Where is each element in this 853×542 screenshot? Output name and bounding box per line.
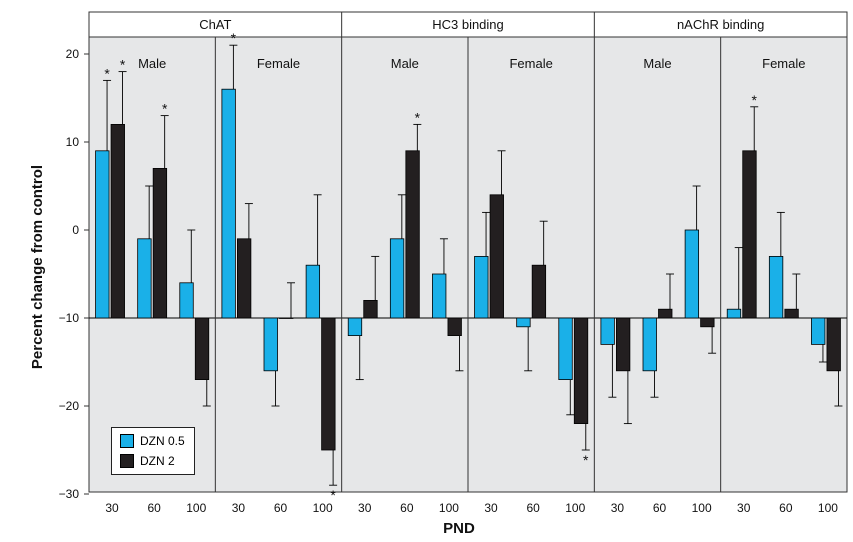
x-tick-label: 100 [186, 501, 206, 515]
bar [615, 317, 631, 372]
bars: * * * * * * * * [95, 30, 843, 503]
bar [742, 150, 757, 319]
bar [700, 317, 715, 328]
bar [531, 264, 547, 319]
x-tick-label: 30 [737, 501, 751, 515]
y-tick-label: 10 [66, 135, 80, 149]
bar [600, 317, 615, 345]
bar [389, 238, 405, 319]
y-tick-label: 20 [66, 47, 80, 61]
x-tick-label: 100 [313, 501, 333, 515]
legend: DZN 0.5 DZN 2 [111, 427, 195, 475]
x-tick-label: 100 [692, 501, 712, 515]
bar [236, 238, 252, 319]
legend-swatch-dzn05 [120, 434, 134, 448]
bar [784, 308, 799, 319]
x-tick-label: 60 [653, 501, 667, 515]
bar [474, 255, 489, 319]
significance-star: * [751, 92, 757, 108]
y-tick-label: −30 [59, 487, 80, 501]
y-tick-label: −20 [59, 399, 80, 413]
panel-header-strip [89, 12, 847, 37]
bar [558, 317, 573, 380]
bar [152, 167, 168, 319]
bar [263, 317, 278, 372]
bar [279, 317, 294, 319]
significance-star: * [415, 109, 421, 125]
bar [305, 264, 321, 319]
bar [658, 308, 673, 319]
group-label: Female [257, 56, 300, 71]
panel-title: nAChR binding [677, 17, 764, 32]
bar [179, 282, 194, 319]
bar [726, 308, 742, 319]
legend-swatch-dzn2 [120, 454, 134, 468]
bar [826, 317, 841, 372]
legend-label-dzn05: DZN 0.5 [140, 434, 185, 448]
y-tick-label: 0 [72, 223, 79, 237]
bar [516, 317, 531, 328]
bar [811, 317, 826, 345]
panel-title: HC3 binding [432, 17, 504, 32]
x-axis-title: PND [443, 520, 475, 537]
significance-star: * [104, 65, 110, 81]
bar [221, 88, 236, 319]
group-label: Male [643, 56, 671, 71]
bar [110, 124, 125, 319]
bar [684, 229, 700, 319]
group-label: Female [762, 56, 805, 71]
legend-item-dzn05: DZN 0.5 [120, 431, 194, 451]
legend-item-dzn2: DZN 2 [120, 451, 194, 471]
bar [321, 317, 336, 451]
bar [768, 255, 784, 319]
bar [95, 150, 110, 319]
x-tick-label: 100 [565, 501, 585, 515]
group-label: Male [138, 56, 166, 71]
y-tick-label: −10 [59, 311, 80, 325]
significance-star: * [583, 452, 589, 468]
significance-star: * [120, 57, 126, 73]
x-tick-label: 100 [439, 501, 459, 515]
bar [194, 317, 210, 380]
bar [363, 299, 378, 319]
y-axis-title: Percent change from control [29, 165, 46, 369]
x-axis: 30 60 100 30 60 100 30 60 100 30 60 100 30 60 100 30 60 1… [105, 501, 838, 515]
x-tick-label: 30 [611, 501, 625, 515]
bar [447, 317, 462, 337]
x-tick-label: 30 [484, 501, 498, 515]
bar [137, 238, 152, 319]
bar [642, 317, 657, 372]
bar [432, 273, 447, 319]
x-tick-label: 30 [232, 501, 246, 515]
panel-title: ChAT [199, 17, 231, 32]
x-tick-label: 30 [358, 501, 372, 515]
group-label: Male [391, 56, 419, 71]
x-tick-label: 60 [147, 501, 161, 515]
bar [573, 317, 589, 424]
bar [489, 194, 504, 319]
x-tick-label: 60 [526, 501, 540, 515]
legend-label-dzn2: DZN 2 [140, 454, 175, 468]
x-tick-label: 30 [105, 501, 119, 515]
x-tick-label: 60 [400, 501, 414, 515]
significance-star: * [231, 30, 237, 46]
significance-star: * [162, 101, 168, 117]
bar [405, 150, 420, 319]
group-label: Female [509, 56, 552, 71]
significance-star: * [330, 487, 336, 503]
x-tick-label: 60 [779, 501, 793, 515]
y-axis: 20 10 0 −10 −20 −30 [59, 47, 89, 501]
bar [347, 317, 363, 337]
x-tick-label: 60 [274, 501, 288, 515]
panels: ChAT Male Female HC3 binding Male Female nAChR… [88, 11, 848, 493]
x-tick-label: 100 [818, 501, 838, 515]
